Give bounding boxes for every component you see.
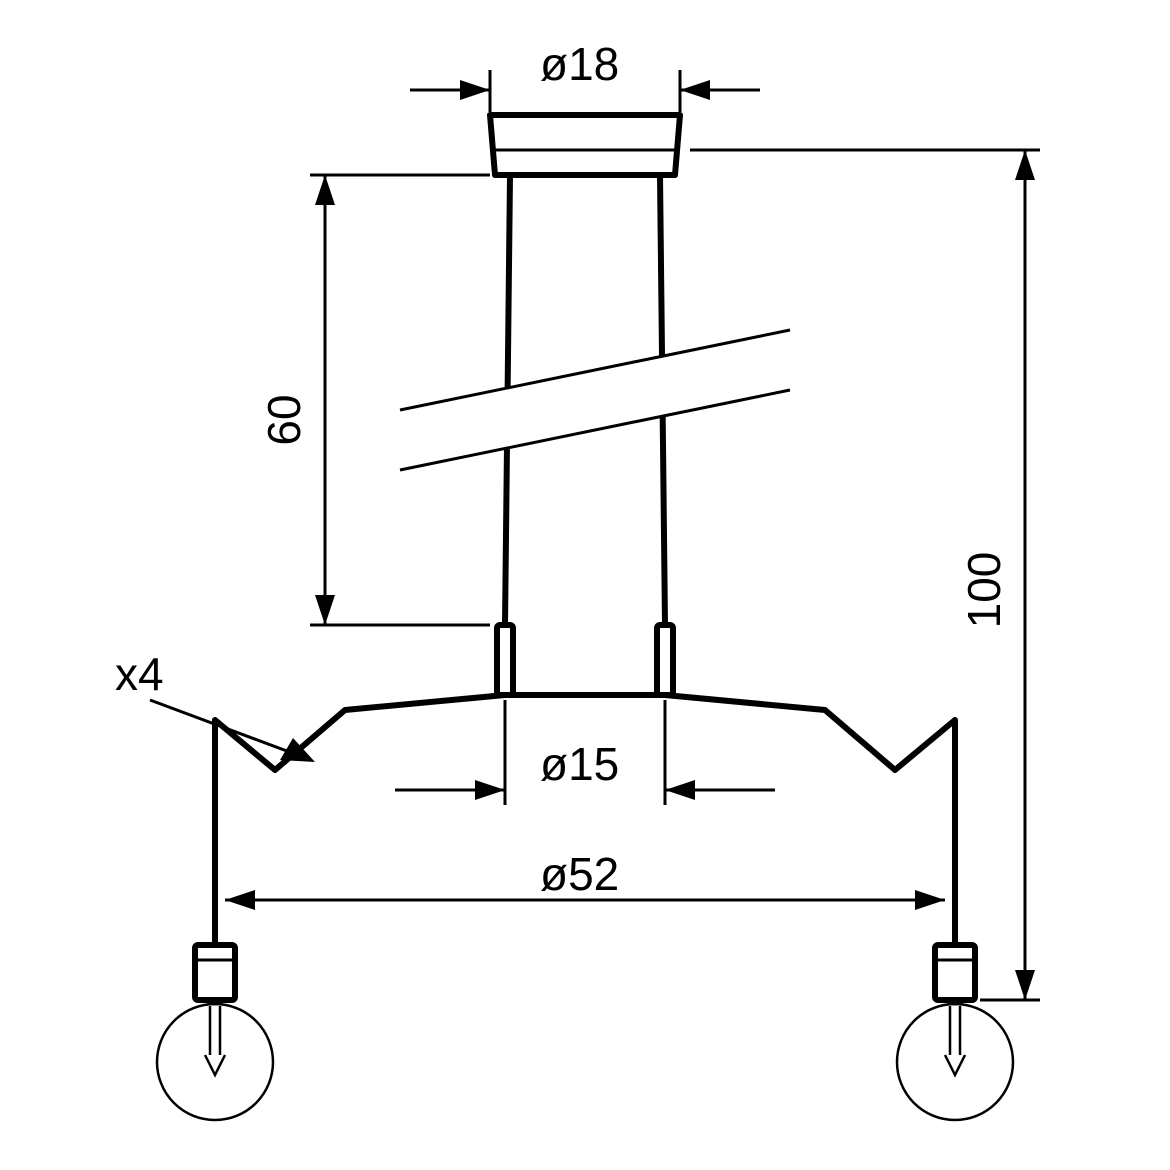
arm-left	[215, 695, 505, 945]
label-outer-diameter: ø52	[540, 848, 619, 900]
dim-outer-diameter: ø52	[225, 848, 945, 910]
dim-inner-diameter: ø15	[395, 700, 775, 805]
break-mark	[400, 330, 790, 470]
dim-total-height: 100	[690, 150, 1040, 1000]
arm-right	[665, 695, 955, 945]
dimension-drawing: ø18 60 100 ø15	[0, 0, 1170, 1170]
canopy	[490, 115, 680, 175]
label-cord-length: 60	[258, 394, 310, 445]
bulb-left	[157, 1004, 273, 1120]
label-arms-note: x4	[115, 648, 164, 700]
bulb-right	[897, 1004, 1013, 1120]
socket-left	[195, 945, 235, 1004]
label-inner-diameter: ø15	[540, 738, 619, 790]
dim-top-diameter: ø18	[410, 38, 760, 112]
label-top-diameter: ø18	[540, 38, 619, 90]
label-total-height: 100	[958, 552, 1010, 629]
socket-right	[935, 945, 975, 1004]
cord-connectors	[497, 625, 673, 695]
